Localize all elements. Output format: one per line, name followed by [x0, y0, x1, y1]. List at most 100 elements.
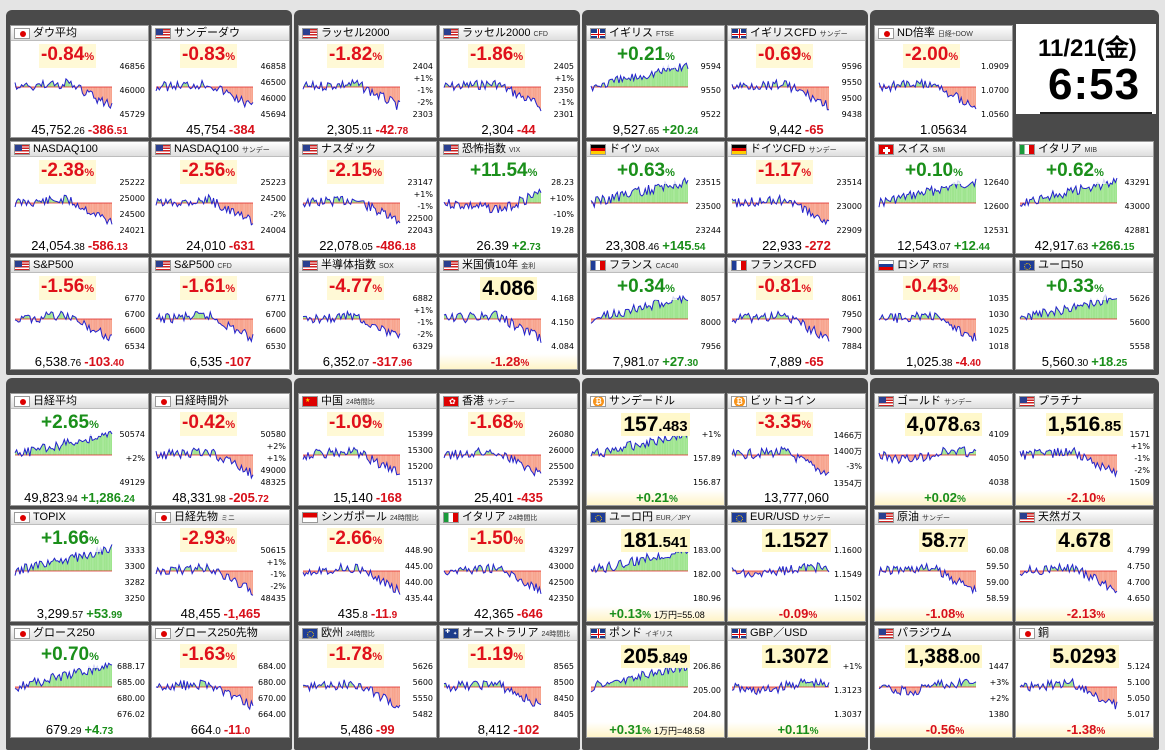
market-tile[interactable]: 恐怖指数 VIX 28.23 +10% -10% 19.28 +11.54% 26.39 +2.…: [439, 141, 578, 254]
change-percent-value: +0.33: [1046, 276, 1095, 297]
chart-area-segment: [673, 553, 675, 571]
axis-tick-label: +1%: [266, 454, 286, 463]
axis-tick-label: 5626: [412, 662, 433, 671]
market-tile[interactable]: ✚ ✦ オーストラリア 24時間比 8565 8500 8450 8405 -1.19% 8,41…: [439, 625, 578, 738]
tile-header: グロース250: [11, 626, 148, 641]
market-tile[interactable]: ドイツCFD サンデー 23514 23000 22909 -1.17% 22,933 -27…: [727, 141, 866, 254]
market-tile[interactable]: ✿ 香港 サンデー 26080 26000 25500 25392 -1.68% 25,401-…: [439, 393, 578, 506]
chart-area-segment: [1110, 455, 1113, 473]
axis-tick-label: 43000: [548, 562, 574, 571]
chart-area-segment: [251, 571, 253, 596]
chart-area-segment: [822, 455, 825, 473]
market-tile[interactable]: ドイツ DAX 23515 23500 23244 +0.63% 23,308.46 +145…: [586, 141, 725, 254]
chart-area-segment: [398, 571, 400, 595]
last-price: 24,054.38: [31, 238, 85, 253]
axis-tick-label: 2350: [553, 86, 574, 95]
market-tile[interactable]: 天然ガス 4.799 4.750 4.700 4.650 4.678 -2.13%: [1015, 509, 1154, 622]
market-tile[interactable]: ダウ平均 46856 46000 45729 -0.84% 45,752.26 -386.5…: [10, 25, 149, 138]
market-tile[interactable]: GBP／USD +1% 1.3123 1.3037 1.3072 +0.11%: [727, 625, 866, 738]
chart-area-segment: [1113, 178, 1116, 203]
market-tile[interactable]: EUR/USD サンデー 1.1600 1.1549 1.1502 1.1527 -0.09…: [727, 509, 866, 622]
market-tile[interactable]: S&P500 6770 6700 6600 6534 -1.56% 6,538.76 -103…: [10, 257, 149, 370]
market-tile[interactable]: ユーロ50 5626 5600 5558 +0.33% 5,560.30 +18.25: [1015, 257, 1154, 370]
market-tile[interactable]: 半導体指数 SOX 6882 +1% -1% -2% 6329 -4.77% 6,352.07-…: [298, 257, 437, 370]
price-change: -486.18: [376, 238, 416, 253]
market-tile[interactable]: ND倍率 日経÷DOW 1.0909 1.0700 1.0560 -2.00% 1.0563…: [874, 25, 1013, 138]
market-tile[interactable]: イタリア 24時間比 43297 43000 42500 42350 -1.50% 42,36…: [439, 509, 578, 622]
chart-area-segment: [80, 319, 83, 325]
price-change-int: -1.08: [925, 606, 956, 621]
market-tile[interactable]: S&P500 CFD 6771 6700 6600 6530 -1.61% 6,535 -107: [151, 257, 290, 370]
chart-area-segment: [234, 87, 237, 101]
last-price-int: 45,754: [186, 122, 226, 137]
chart-area-segment: [332, 86, 335, 90]
market-tile[interactable]: ナスダック 23147 +1% -1% 22500 22043 -2.15% 22,078.0…: [298, 141, 437, 254]
market-tile[interactable]: イギリスCFD サンデー 9596 9550 9500 9438 -0.69% 9,442 -6…: [727, 25, 866, 138]
market-tile[interactable]: ロシア RTSI 1035 1030 1025 1018 -0.43% 1,025.38 -4.…: [874, 257, 1013, 370]
chart-area-segment: [249, 203, 252, 225]
chart-area-segment: [1067, 188, 1070, 203]
market-tile[interactable]: 米国債10年 金利 4.168 4.150 4.084 4.086 -1.28%: [439, 257, 578, 370]
market-tile[interactable]: パラジウム 1447 +3% +2% 1380 1,388.00 -0.56%: [874, 625, 1013, 738]
chart-area-segment: [820, 455, 823, 475]
axis-tick-label: 15300: [407, 446, 433, 455]
market-tile[interactable]: フランスCFD 8061 7950 7900 7884 -0.81% 7,889 -65: [727, 257, 866, 370]
chart-area-segment: [1080, 455, 1083, 460]
chart-area-segment: [906, 454, 909, 460]
last-price-int: 48,331: [172, 490, 212, 505]
flag-uk-icon: [590, 628, 606, 639]
market-tile[interactable]: グロース250 688.17 685.00 680.00 676.02 +0.70% 679…: [10, 625, 149, 738]
axis-tick-label: 42500: [548, 578, 574, 587]
market-tile[interactable]: ユーロ円 EUR／JPY 183.00 182.00 180.96 181.541 +0.1…: [586, 509, 725, 622]
chart-area-segment: [686, 180, 688, 203]
market-tile[interactable]: ₿ ビットコイン 1466万 1400万 -3% 1354万 -3.35% 13,777,06…: [727, 393, 866, 506]
market-tile[interactable]: ポンド イギリス 206.86 205.00 204.80 205.849 +0.31% 1万…: [586, 625, 725, 738]
market-tile[interactable]: 欧州 24時間比 5626 5600 5550 5482 -1.78% 5,486 -99: [298, 625, 437, 738]
chart-area-segment: [676, 430, 679, 455]
change-percent-value: -2.93: [182, 528, 226, 549]
market-tile[interactable]: ゴールド サンデー 4109 4050 4038 4,078.63 +0.02%: [874, 393, 1013, 506]
chart-area-segment: [686, 63, 688, 87]
market-tile[interactable]: グロース250先物 684.00 680.00 670.00 664.00 -1.63% 6…: [151, 625, 290, 738]
market-tile[interactable]: プラチナ 1571 +1% -1% -2% 1509 1,516.85 -2.10%: [1015, 393, 1154, 506]
chart-area-segment: [962, 446, 965, 455]
market-tile[interactable]: ₿ サンデードル +1% 157.89 156.87 157.483 +0.21%: [586, 393, 725, 506]
tile-footer: 1.05634: [875, 122, 1012, 137]
change-percent-value: -2.00: [905, 44, 949, 65]
market-tile[interactable]: イギリス FTSE 9594 9550 9522 +0.21% 9,527.65 +20.24: [586, 25, 725, 138]
market-tile[interactable]: TOPIX 3333 3300 3282 3250 +1.66% 3,299.57 +53.9…: [10, 509, 149, 622]
flag-us-icon: [1019, 512, 1035, 523]
axis-tick-label: 48325: [260, 478, 286, 487]
change-percent-value: -1.17: [758, 160, 802, 181]
market-tile[interactable]: ラッセル2000 CFD 2405 +1% 2350 -1% 2301 -1.86% 2,304…: [439, 25, 578, 138]
tile-footer: 3,299.57 +53.99: [11, 606, 148, 621]
chart-area-segment: [683, 64, 685, 87]
market-tile[interactable]: シンガポール 24時間比 448.90 445.00 440.00 435.44 -2.66…: [298, 509, 437, 622]
tile-subtitle: サンデー: [802, 515, 831, 522]
market-tile[interactable]: 日経平均 50574 +2% 49129 +2.65% 49,823.94 +1,286.2…: [10, 393, 149, 506]
market-tile[interactable]: 日経時間外 50580 +2% +1% 49000 48325 -0.42% 48,331.9…: [151, 393, 290, 506]
axis-tick-label: 9550: [700, 86, 721, 95]
market-tile[interactable]: 日経先物 ミニ 50615 +1% -1% -2% 48435 -2.93% 48,455 -1,…: [151, 509, 290, 622]
market-tile[interactable]: 銅 5.124 5.100 5.050 5.017 5.0293 -1.38%: [1015, 625, 1154, 738]
market-tile[interactable]: フランス CAC40 8057 8000 7956 +0.34% 7,981.07 +27.3…: [586, 257, 725, 370]
market-tile[interactable]: 原油 サンデー 60.08 59.50 59.00 58.59 58.77 -1.08%: [874, 509, 1013, 622]
market-tile[interactable]: サンデーダウ 46858 46500 46000 45694 -0.83% 45,754 -3…: [151, 25, 290, 138]
price-change-unit: %: [1096, 610, 1106, 621]
market-tile[interactable]: NASDAQ100 サンデー 25223 24500 -2% 24004 -2.56% 24,…: [151, 141, 290, 254]
market-tile[interactable]: イタリア MIB 43291 43000 42881 +0.62% 42,917.63 +26…: [1015, 141, 1154, 254]
axis-tick-label: 8057: [700, 294, 721, 303]
axis-tick-label: 1030: [988, 310, 1009, 319]
chart-area-segment: [534, 319, 537, 333]
market-tile[interactable]: ラッセル2000 2404 +1% -1% -2% 2303 -1.82% 2,305.11-…: [298, 25, 437, 138]
market-tile[interactable]: NASDAQ100 25222 25000 24500 24021 -2.38% 24,05…: [10, 141, 149, 254]
chart-area-segment: [72, 554, 75, 571]
axis-tick-label: +1%: [554, 74, 574, 83]
market-tile[interactable]: スイス SMI 12640 12600 12531 +0.10% 12,543.07 +12.…: [874, 141, 1013, 254]
current-level-decimal: .85: [1100, 418, 1122, 435]
current-level: 1,388.00: [875, 645, 1012, 671]
chart-area-segment: [951, 682, 953, 687]
axis-tick-label: 24004: [260, 226, 286, 235]
chart-area-segment: [936, 190, 939, 203]
market-tile[interactable]: ★ 中国 24時間比 15399 15300 15200 15137 -1.09% 15,140…: [298, 393, 437, 506]
